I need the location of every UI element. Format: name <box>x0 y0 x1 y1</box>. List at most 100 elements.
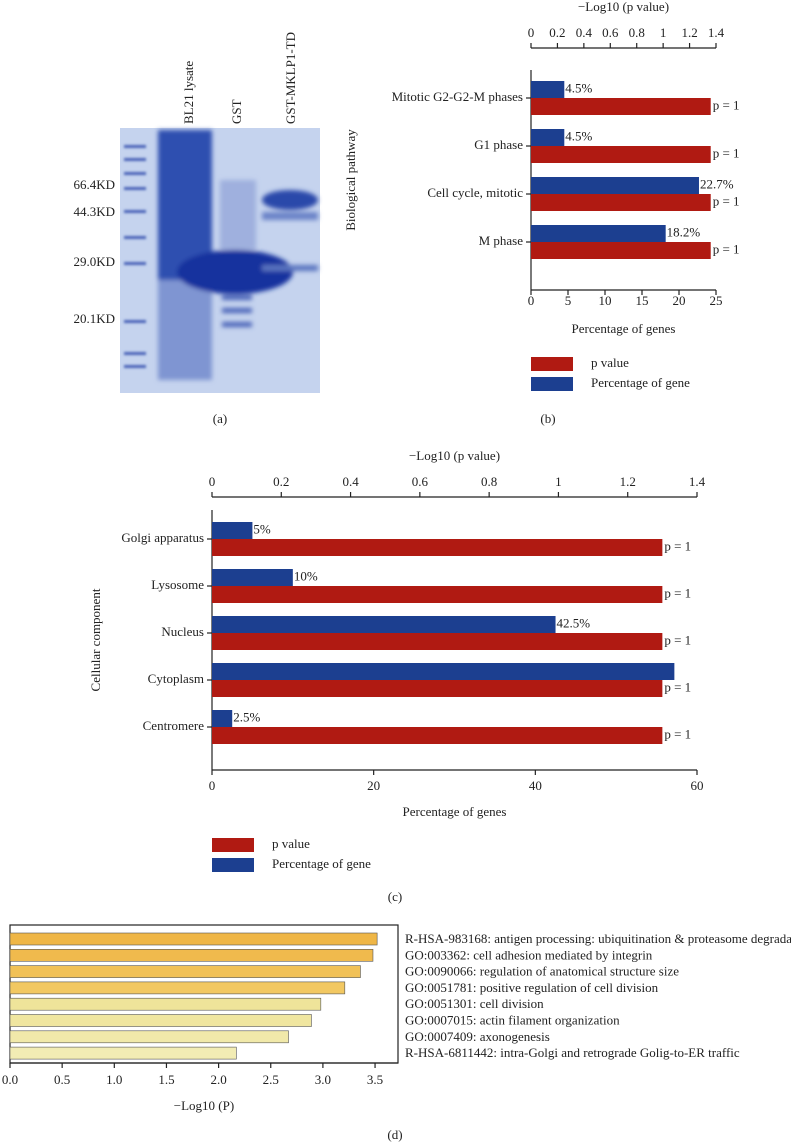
annotation: p = 1 <box>664 679 691 694</box>
x2-tick-label: 0.8 <box>481 474 497 489</box>
value-label: 5% <box>253 521 271 536</box>
x2-tick-label: 0.2 <box>549 25 565 40</box>
bar <box>212 539 663 556</box>
annotation: p = 1 <box>713 145 740 160</box>
value-label: 4.5% <box>565 80 592 95</box>
x2-tick-label: 0.4 <box>576 25 593 40</box>
value-label: 2.5% <box>233 709 260 724</box>
value-label: 18.2% <box>667 224 701 239</box>
x2-tick-label: 1 <box>555 474 562 489</box>
category-label: GO:0090066: regulation of anatomical str… <box>405 964 679 979</box>
bar <box>9 965 361 978</box>
x-tick-label: 10 <box>599 293 612 308</box>
x-axis-title: −Log10 (P) <box>174 1098 234 1113</box>
x2-tick-label: 0.6 <box>602 25 619 40</box>
x-tick-label: 60 <box>691 778 704 793</box>
annotation: p = 1 <box>713 241 740 256</box>
x-axis-title: Percentage of genes <box>403 804 507 819</box>
x-tick-label: 0 <box>209 778 216 793</box>
x-tick-label: 0.5 <box>54 1072 70 1087</box>
panel-label: (b) <box>540 411 555 426</box>
legend-label: Percentage of gene <box>272 856 371 871</box>
y-tick-label: Cell cycle, mitotic <box>427 185 523 200</box>
panel-label: (c) <box>388 889 402 904</box>
bar <box>9 1046 237 1060</box>
gel-image <box>120 128 320 393</box>
chart: 0 20 40 60 Percentage of genes 0 0.2 0.4 0.6 0.8 1… <box>88 448 706 904</box>
x-tick-label: 2.5 <box>263 1072 279 1087</box>
category-label: GO:0007015: actin filament organization <box>405 1012 620 1027</box>
x2-axis-title: −Log10 (p value) <box>409 448 500 463</box>
x-tick-label: 1.5 <box>158 1072 174 1087</box>
legend-swatch <box>212 858 254 872</box>
bar <box>9 1030 289 1044</box>
legend-swatch <box>531 357 573 371</box>
x2-tick-label: 0.8 <box>629 25 645 40</box>
y-tick-label: Centromere <box>143 718 205 733</box>
bar <box>531 98 711 115</box>
bar <box>212 569 293 586</box>
annotation: p = 1 <box>713 193 740 208</box>
y-tick-label: Golgi apparatus <box>121 530 204 545</box>
bar <box>9 948 374 962</box>
x-tick-label: 15 <box>636 293 649 308</box>
x2-tick-label: 0.2 <box>273 474 289 489</box>
bar <box>212 680 663 697</box>
x-tick-label: 0.0 <box>2 1072 18 1087</box>
bar <box>212 522 253 539</box>
category-label: R-HSA-6811442: intra-Golgi and retrograd… <box>405 1045 740 1060</box>
x-tick-label: 25 <box>710 293 723 308</box>
x-tick-label: 3.5 <box>367 1072 383 1087</box>
marker-label: 44.3KD <box>73 204 115 219</box>
bar <box>531 194 711 211</box>
x2-tick-label: 1.2 <box>620 474 636 489</box>
legend-label: Percentage of gene <box>591 375 690 390</box>
bar <box>212 663 675 680</box>
x-tick-label: 3.0 <box>315 1072 331 1087</box>
category-label: GO:0051301: cell division <box>405 996 544 1011</box>
y-tick-label: Lysosome <box>151 577 204 592</box>
x2-tick-label: 0 <box>209 474 216 489</box>
bar <box>531 225 666 242</box>
bar <box>9 981 346 995</box>
annotation: p = 1 <box>664 632 691 647</box>
bar <box>531 242 711 259</box>
bar <box>531 129 565 146</box>
legend-label: p value <box>272 836 310 851</box>
bar <box>9 1014 312 1027</box>
bar <box>531 146 711 163</box>
x2-tick-label: 1.4 <box>689 474 706 489</box>
bar <box>212 586 663 603</box>
annotation: p = 1 <box>713 97 740 112</box>
category-label: R-HSA-983168: antigen processing: ubiqui… <box>405 931 791 946</box>
bar <box>212 616 556 633</box>
y-tick-label: M phase <box>479 233 524 248</box>
marker-label: 66.4KD <box>73 177 115 192</box>
bar <box>531 81 565 98</box>
bar <box>9 997 322 1011</box>
panel-label: (a) <box>213 411 227 426</box>
lane-label: BL21 lysate <box>181 61 196 124</box>
bar <box>212 633 663 650</box>
legend-swatch <box>531 377 573 391</box>
annotation: p = 1 <box>664 726 691 741</box>
marker-label: 29.0KD <box>73 254 115 269</box>
lane-label: GST <box>229 99 244 124</box>
x2-tick-label: 1.2 <box>681 25 697 40</box>
x-tick-label: 5 <box>565 293 572 308</box>
x2-tick-label: 0.6 <box>412 474 429 489</box>
category-label: GO:0007409: axonogenesis <box>405 1029 550 1044</box>
value-label: 22.7% <box>700 176 734 191</box>
marker-label: 20.1KD <box>73 311 115 326</box>
y-tick-label: Cytoplasm <box>148 671 204 686</box>
x-tick-label: 20 <box>367 778 380 793</box>
x2-tick-label: 0 <box>528 25 535 40</box>
x-tick-label: 2.0 <box>210 1072 226 1087</box>
annotation: p = 1 <box>664 585 691 600</box>
category-label: GO:003362: cell adhesion mediated by int… <box>405 947 653 962</box>
x2-tick-label: 0.4 <box>342 474 359 489</box>
bar <box>531 177 699 194</box>
x2-axis-title: −Log10 (p value) <box>578 0 669 14</box>
bar <box>212 727 663 744</box>
